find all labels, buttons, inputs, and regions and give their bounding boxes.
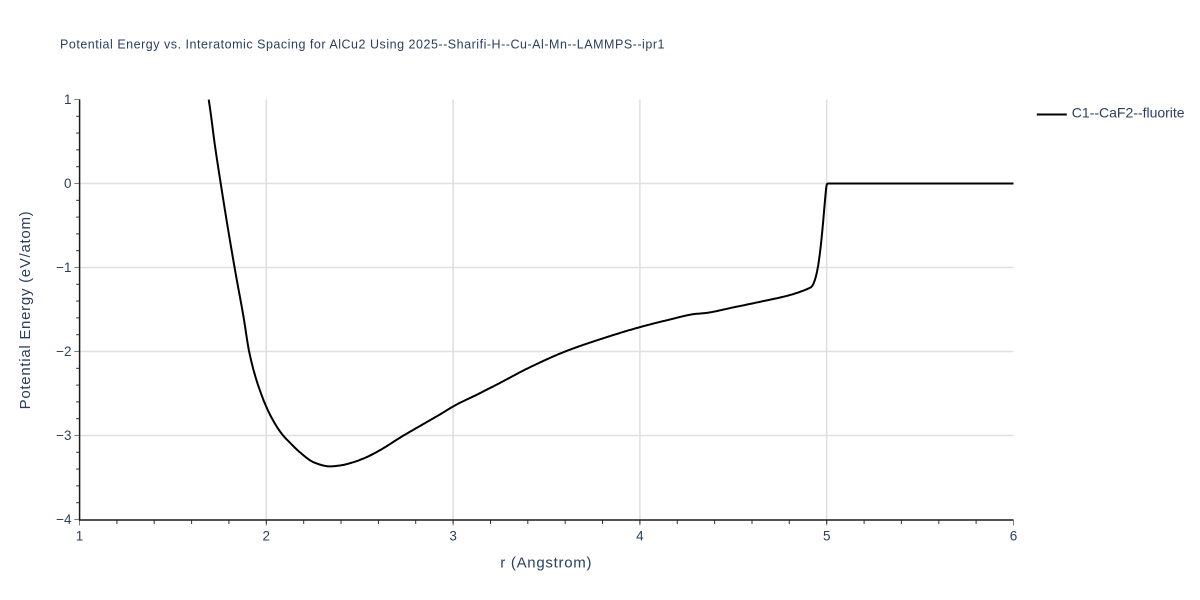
svg-text:0: 0 <box>64 176 72 191</box>
svg-text:Potential Energy (eV/atom): Potential Energy (eV/atom) <box>17 211 34 410</box>
svg-text:C1--CaF2--fluorite: C1--CaF2--fluorite <box>1072 105 1185 121</box>
svg-text:−1: −1 <box>56 260 71 275</box>
svg-text:4: 4 <box>636 528 644 543</box>
svg-text:−2: −2 <box>56 344 71 359</box>
svg-text:5: 5 <box>823 528 831 543</box>
svg-text:−4: −4 <box>56 512 72 527</box>
svg-text:3: 3 <box>449 528 457 543</box>
svg-text:1: 1 <box>64 92 72 107</box>
svg-text:r (Angstrom): r (Angstrom) <box>500 555 592 572</box>
svg-text:6: 6 <box>1010 528 1018 543</box>
svg-text:2: 2 <box>263 528 271 543</box>
svg-text:−3: −3 <box>56 428 71 443</box>
svg-text:1: 1 <box>76 528 84 543</box>
svg-text:Potential Energy vs. Interatom: Potential Energy vs. Interatomic Spacing… <box>60 38 665 52</box>
